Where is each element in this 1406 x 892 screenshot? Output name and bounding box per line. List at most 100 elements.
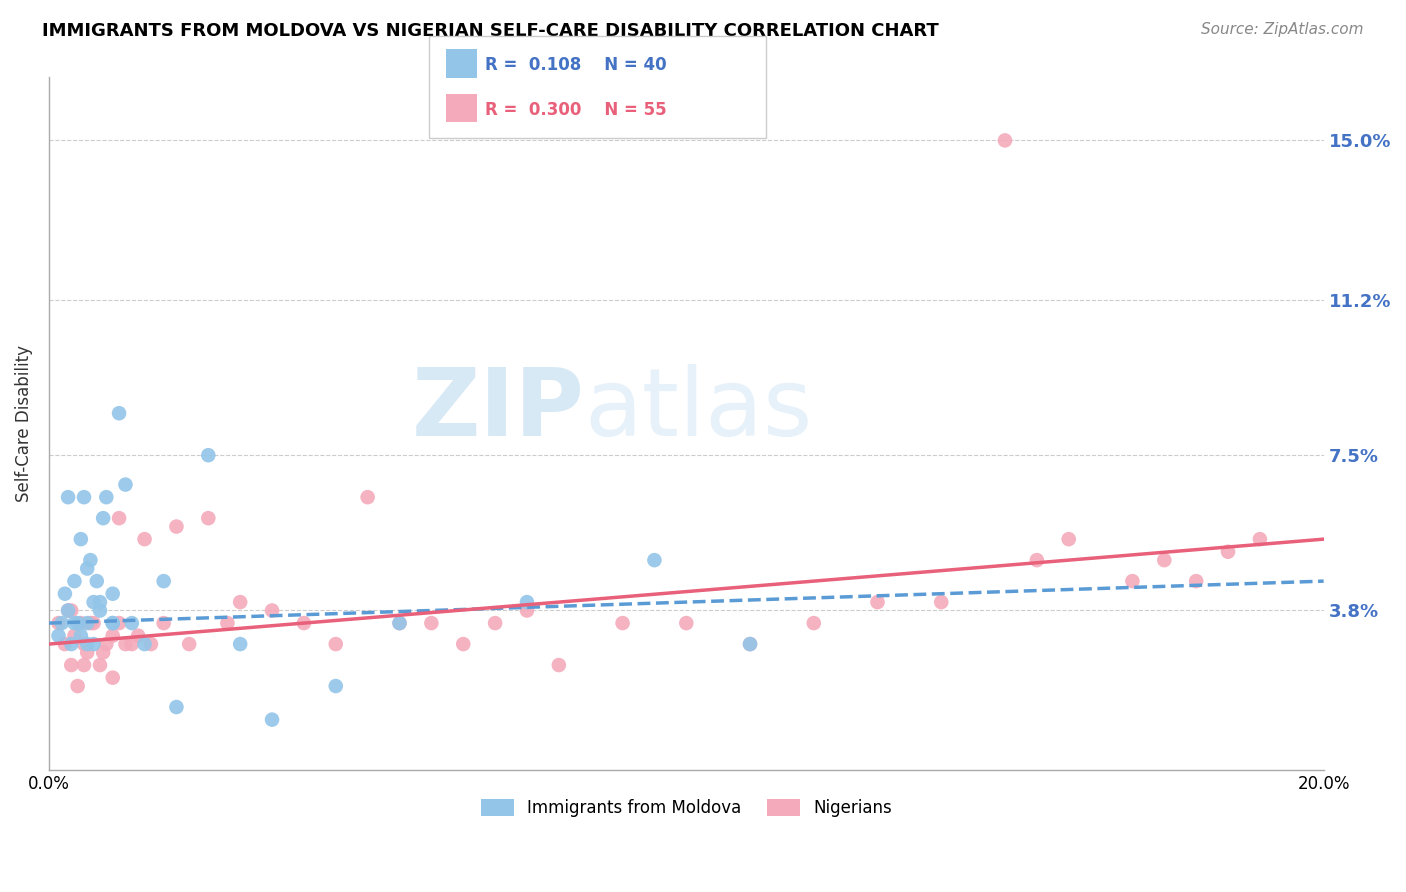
Text: ZIP: ZIP — [412, 364, 585, 456]
Point — [69, 629, 91, 643]
Point — [388, 616, 411, 631]
Point — [108, 511, 131, 525]
Point — [994, 133, 1017, 147]
Point — [73, 637, 96, 651]
Point — [101, 629, 124, 643]
Point — [89, 595, 111, 609]
Point — [76, 561, 98, 575]
Point — [91, 645, 114, 659]
Point — [1057, 532, 1080, 546]
Point — [260, 713, 283, 727]
Point — [96, 490, 118, 504]
Point — [69, 532, 91, 546]
Point — [516, 603, 538, 617]
Point — [675, 616, 697, 631]
Point — [66, 679, 89, 693]
Point — [48, 616, 70, 631]
Point — [83, 616, 105, 631]
Point — [127, 629, 149, 643]
Point — [86, 574, 108, 588]
Point — [79, 616, 101, 631]
Point — [89, 658, 111, 673]
Point — [76, 637, 98, 651]
Point — [197, 511, 219, 525]
Point — [63, 574, 86, 588]
Point — [516, 595, 538, 609]
Point — [134, 532, 156, 546]
Point — [643, 553, 665, 567]
Point — [388, 616, 411, 631]
Point — [356, 490, 378, 504]
Point — [101, 616, 124, 631]
Text: IMMIGRANTS FROM MOLDOVA VS NIGERIAN SELF-CARE DISABILITY CORRELATION CHART: IMMIGRANTS FROM MOLDOVA VS NIGERIAN SELF… — [42, 22, 939, 40]
Point — [114, 477, 136, 491]
Point — [76, 616, 98, 631]
Text: R =  0.300    N = 55: R = 0.300 N = 55 — [485, 101, 666, 119]
Point — [101, 671, 124, 685]
Point — [101, 587, 124, 601]
Point — [325, 679, 347, 693]
Point — [76, 645, 98, 659]
Point — [612, 616, 634, 631]
Point — [420, 616, 443, 631]
Point — [547, 658, 569, 673]
Point — [91, 511, 114, 525]
Text: atlas: atlas — [585, 364, 813, 456]
Point — [56, 603, 79, 617]
Point — [165, 700, 187, 714]
Point — [929, 595, 952, 609]
Point — [60, 637, 83, 651]
Point — [484, 616, 506, 631]
Y-axis label: Self-Care Disability: Self-Care Disability — [15, 345, 32, 502]
Point — [229, 595, 252, 609]
Point — [83, 637, 105, 651]
Point — [114, 637, 136, 651]
Point — [152, 616, 174, 631]
Point — [229, 637, 252, 651]
Point — [56, 603, 79, 617]
Point — [179, 637, 201, 651]
Point — [79, 553, 101, 567]
Point — [451, 637, 474, 651]
Point — [60, 603, 83, 617]
Point — [152, 574, 174, 588]
Point — [60, 658, 83, 673]
Point — [89, 603, 111, 617]
Point — [73, 490, 96, 504]
Point — [325, 637, 347, 651]
Point — [1121, 574, 1143, 588]
Point — [69, 616, 91, 631]
Point — [121, 616, 143, 631]
Point — [866, 595, 889, 609]
Legend: Immigrants from Moldova, Nigerians: Immigrants from Moldova, Nigerians — [474, 792, 898, 824]
Point — [260, 603, 283, 617]
Point — [53, 637, 76, 651]
Point — [165, 519, 187, 533]
Point — [51, 616, 73, 631]
Point — [197, 448, 219, 462]
Point — [292, 616, 315, 631]
Point — [1185, 574, 1208, 588]
Point — [139, 637, 162, 651]
Point — [217, 616, 239, 631]
Point — [1025, 553, 1047, 567]
Text: Source: ZipAtlas.com: Source: ZipAtlas.com — [1201, 22, 1364, 37]
Point — [63, 616, 86, 631]
Text: R =  0.108    N = 40: R = 0.108 N = 40 — [485, 56, 666, 74]
Point — [134, 637, 156, 651]
Point — [53, 587, 76, 601]
Point — [73, 658, 96, 673]
Point — [56, 490, 79, 504]
Point — [101, 616, 124, 631]
Point — [1216, 545, 1239, 559]
Point — [738, 637, 761, 651]
Point — [66, 616, 89, 631]
Point — [1249, 532, 1271, 546]
Point — [63, 629, 86, 643]
Point — [48, 629, 70, 643]
Point — [1153, 553, 1175, 567]
Point — [121, 637, 143, 651]
Point — [96, 637, 118, 651]
Point — [803, 616, 825, 631]
Point — [83, 595, 105, 609]
